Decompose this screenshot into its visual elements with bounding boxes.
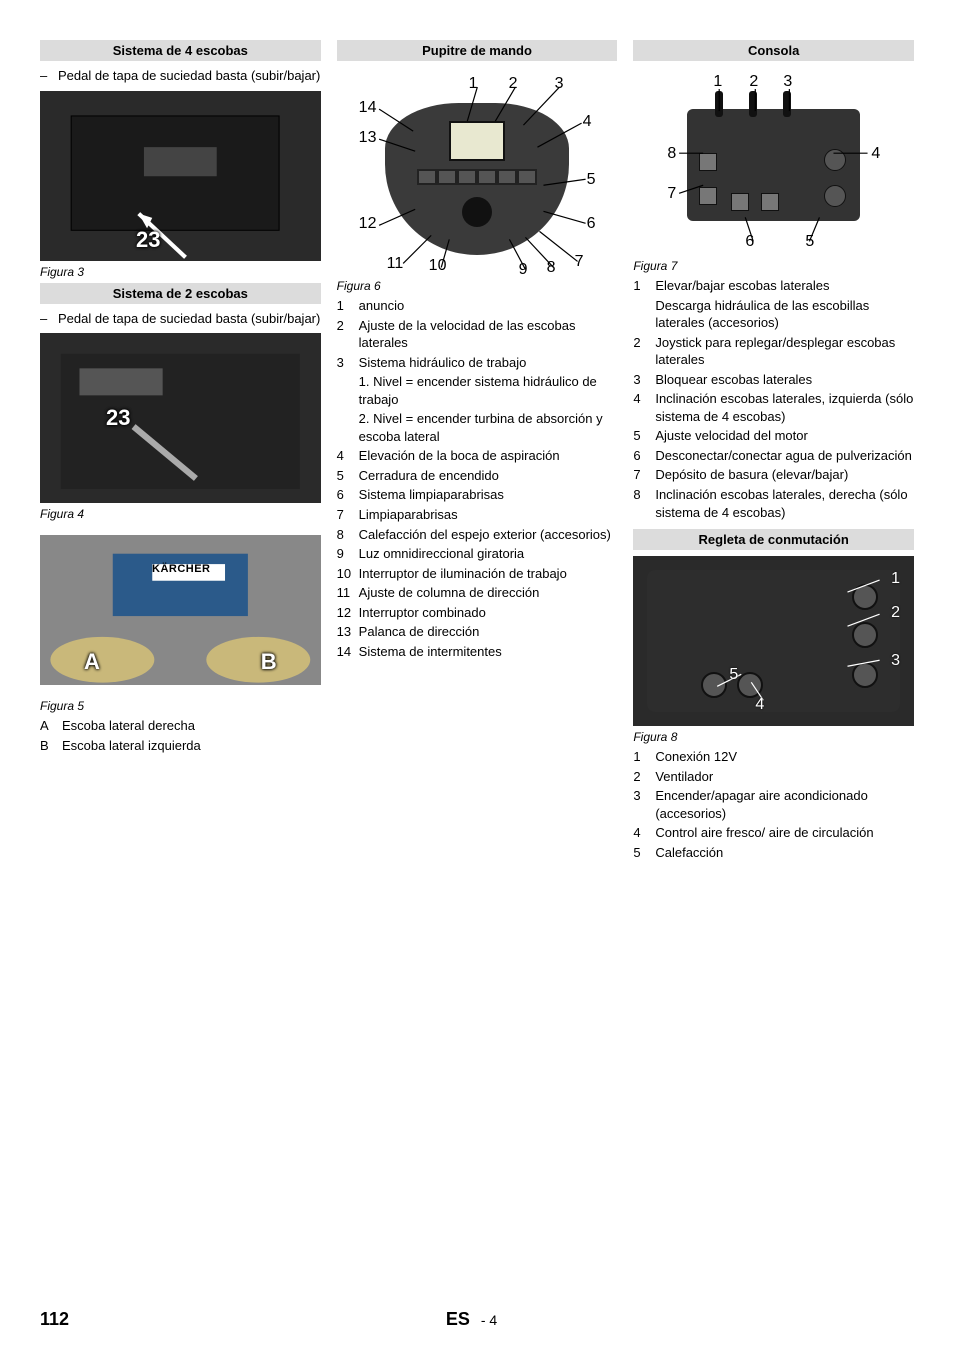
callout-8: 8 — [547, 259, 556, 277]
figure-3: 23 — [40, 91, 321, 261]
fig6-caption: Figura 6 — [337, 279, 618, 293]
callout-1: 1 — [469, 75, 478, 93]
callout-23: 23 — [106, 405, 130, 431]
callout-14: 14 — [359, 99, 377, 117]
column-3: Consola — [633, 40, 914, 863]
figure-4: 23 — [40, 333, 321, 503]
header-pupitre: Pupitre de mando — [337, 40, 618, 61]
item-text: Escoba lateral izquierda — [62, 737, 321, 755]
callout-B: B — [261, 649, 277, 675]
page-footer: 112 ES - 4 — [40, 1309, 914, 1330]
callout-4: 4 — [583, 113, 592, 131]
brand-label: KÄRCHER — [152, 563, 211, 575]
item-text: Escoba lateral derecha — [62, 717, 321, 735]
item-text: Pedal de tapa de suciedad basta (subir/b… — [58, 67, 321, 85]
page-number: 112 — [40, 1309, 69, 1330]
column-1: Sistema de 4 escobas – Pedal de tapa de … — [40, 40, 321, 863]
header-sistema-4: Sistema de 4 escobas — [40, 40, 321, 61]
callout-23: 23 — [136, 227, 160, 253]
header-consola: Consola — [633, 40, 914, 61]
figure-6: 14 13 12 11 10 1 2 3 4 5 6 7 8 9 — [337, 75, 618, 275]
item-marker: B — [40, 737, 62, 755]
item-text: Pedal de tapa de suciedad basta (subir/b… — [58, 310, 321, 328]
header-sistema-2: Sistema de 2 escobas — [40, 283, 321, 304]
column-2: Pupitre de mando — [337, 40, 618, 863]
callout-10: 10 — [429, 257, 447, 275]
callout-A: A — [84, 649, 100, 675]
callout-13: 13 — [359, 129, 377, 147]
figure-5: KÄRCHER A B — [40, 535, 321, 685]
callout-7: 7 — [575, 253, 584, 271]
list-item: B Escoba lateral izquierda — [40, 737, 321, 755]
callout-3: 3 — [555, 75, 564, 93]
list-item: A Escoba lateral derecha — [40, 717, 321, 735]
fig4-caption: Figura 4 — [40, 507, 321, 521]
dash-marker: – — [40, 310, 58, 328]
callout-5: 5 — [587, 171, 596, 189]
figure-8: 1 2 3 4 5 — [633, 556, 914, 726]
callout-2: 2 — [509, 75, 518, 93]
fig7-caption: Figura 7 — [633, 259, 914, 273]
list-item: – Pedal de tapa de suciedad basta (subir… — [40, 310, 321, 328]
footer-lang: ES - 4 — [446, 1309, 497, 1330]
list-item: – Pedal de tapa de suciedad basta (subir… — [40, 67, 321, 85]
dash-marker: – — [40, 67, 58, 85]
header-regleta: Regleta de conmutación — [633, 529, 914, 550]
item-marker: A — [40, 717, 62, 735]
figure-7: 1 2 3 4 5 6 7 8 — [633, 75, 914, 255]
fig3-caption: Figura 3 — [40, 265, 321, 279]
callout-12: 12 — [359, 215, 377, 233]
fig8-caption: Figura 8 — [633, 730, 914, 744]
callout-6: 6 — [587, 215, 596, 233]
callout-11: 11 — [387, 255, 404, 273]
fig5-caption: Figura 5 — [40, 699, 321, 713]
callout-9: 9 — [519, 261, 528, 279]
